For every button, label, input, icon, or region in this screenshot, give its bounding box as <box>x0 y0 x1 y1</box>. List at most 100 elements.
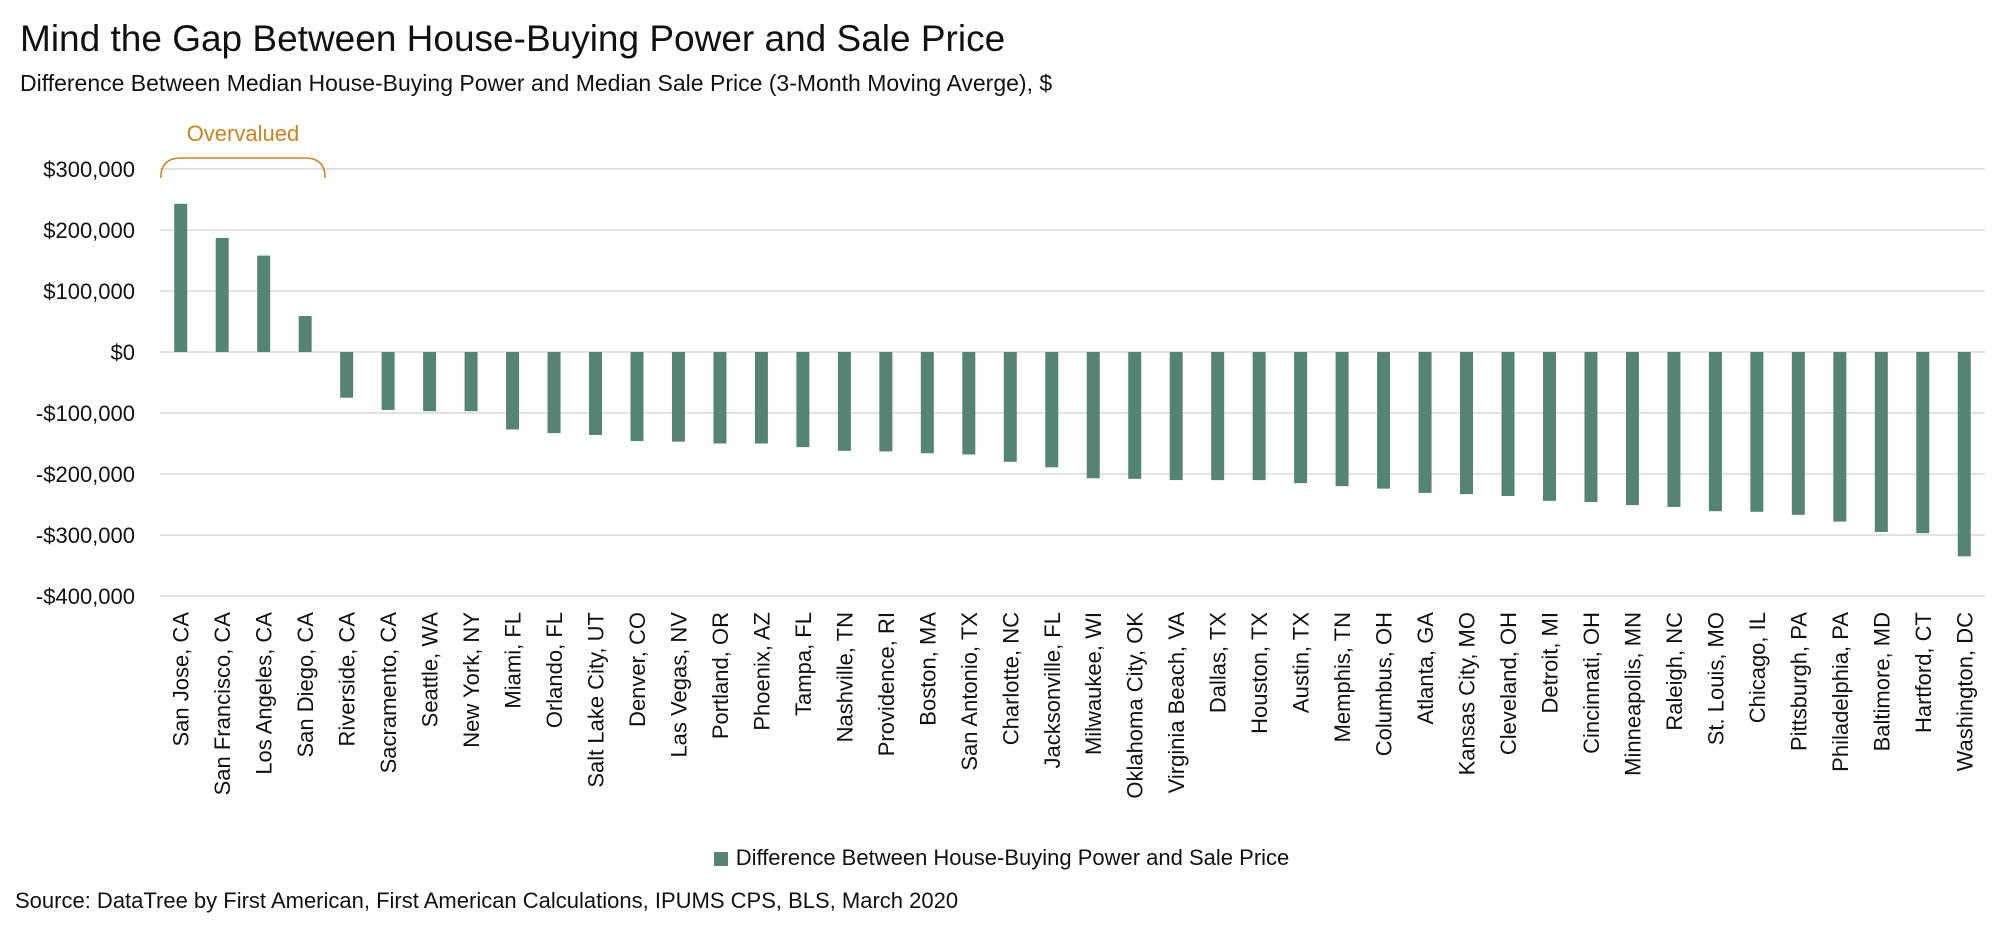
x-category-label: Minneapolis, MN <box>1620 612 1645 776</box>
x-category-label: Columbus, OH <box>1372 612 1397 756</box>
bar <box>1625 352 1639 506</box>
x-category-label: Salt Lake City, UT <box>584 612 609 788</box>
x-category-label: Baltimore, MD <box>1869 612 1894 751</box>
y-tick-label: -$200,000 <box>36 462 135 487</box>
bar <box>1294 352 1308 484</box>
bar <box>340 352 354 398</box>
bar <box>837 352 851 451</box>
bar <box>1501 352 1515 496</box>
bar <box>713 352 727 444</box>
x-category-label: Seattle, WA <box>418 612 443 728</box>
x-category-label: Kansas City, MO <box>1455 612 1480 775</box>
bar <box>1128 352 1142 479</box>
source-note: Source: DataTree by First American, Firs… <box>15 888 959 913</box>
bar <box>1916 352 1930 534</box>
bar <box>1335 352 1349 487</box>
x-category-label: Riverside, CA <box>335 612 360 747</box>
x-category-label: Charlotte, NC <box>998 612 1023 745</box>
x-category-label: San Antonio, TX <box>957 612 982 771</box>
x-category-label: Tampa, FL <box>791 612 816 716</box>
bar <box>796 352 810 448</box>
bar <box>754 352 768 444</box>
y-tick-label: $300,000 <box>43 157 135 182</box>
x-category-label: Philadelphia, PA <box>1828 612 1853 772</box>
x-category-label: Los Angeles, CA <box>252 612 277 775</box>
gridlines <box>160 168 1985 597</box>
bar <box>1957 352 1971 557</box>
bars <box>174 203 1971 557</box>
x-category-label: Oklahoma City, OK <box>1123 612 1148 799</box>
bar <box>1418 352 1432 493</box>
overvalued-bracket <box>159 157 326 179</box>
bar <box>962 352 976 455</box>
y-tick-label: -$400,000 <box>36 584 135 609</box>
bar <box>1003 352 1017 462</box>
x-category-label: Washington, DC <box>1952 612 1977 771</box>
legend-swatch <box>713 852 728 866</box>
bar <box>630 352 644 442</box>
bar <box>1377 352 1391 489</box>
chart-title: Mind the Gap Between House-Buying Power … <box>20 18 1006 59</box>
x-category-label: Virginia Beach, VA <box>1164 612 1189 794</box>
y-tick-label: $100,000 <box>43 279 135 304</box>
bar <box>1667 352 1681 507</box>
x-category-label: Pittsburgh, PA <box>1786 612 1811 751</box>
x-category-label: Sacramento, CA <box>376 612 401 774</box>
bar <box>298 316 312 352</box>
bar <box>1833 352 1847 522</box>
x-category-label: New York, NY <box>459 612 484 748</box>
chart-subtitle: Difference Between Median House-Buying P… <box>20 70 1053 96</box>
bar <box>1708 352 1722 512</box>
x-category-label: Houston, TX <box>1247 612 1272 734</box>
x-category-label: Providence, RI <box>874 612 899 756</box>
x-category-label: Jacksonville, FL <box>1040 612 1065 769</box>
bar <box>423 352 437 412</box>
x-category-label: Cleveland, OH <box>1496 612 1521 755</box>
y-tick-label: $0 <box>111 340 135 365</box>
x-category-label: Chicago, IL <box>1745 612 1770 723</box>
x-category-label: Boston, MA <box>915 612 940 726</box>
x-category-label: San Jose, CA <box>169 612 194 747</box>
x-category-label: San Diego, CA <box>293 612 318 758</box>
x-category-label: Raleigh, NC <box>1662 612 1687 731</box>
bar <box>506 352 520 430</box>
bar <box>920 352 934 454</box>
bar <box>547 352 561 434</box>
bar <box>1045 352 1059 468</box>
bar <box>1086 352 1100 479</box>
y-tick-label: -$100,000 <box>36 401 135 426</box>
bar <box>1584 352 1598 503</box>
bar <box>589 352 603 435</box>
x-category-label: Hartford, CT <box>1911 612 1936 733</box>
x-category-label: Nashville, TN <box>832 612 857 742</box>
y-tick-label: -$300,000 <box>36 523 135 548</box>
bar <box>381 352 395 410</box>
bar <box>671 352 685 442</box>
x-category-label: Denver, CO <box>625 612 650 727</box>
x-category-label: Austin, TX <box>1289 612 1314 713</box>
bar <box>1211 352 1225 481</box>
x-category-label: Miami, FL <box>501 612 526 709</box>
bar <box>1252 352 1266 481</box>
bar <box>1791 352 1805 515</box>
x-category-label: Cincinnati, OH <box>1579 612 1604 754</box>
x-category-label: Orlando, FL <box>542 612 567 728</box>
bar <box>215 237 229 352</box>
x-category-label: Detroit, MI <box>1537 612 1562 713</box>
x-category-label: Atlanta, GA <box>1413 612 1438 725</box>
overvalued-annotation: Overvalued <box>159 121 326 179</box>
x-category-label: Las Vegas, NV <box>666 612 691 758</box>
bar <box>1169 352 1183 481</box>
bar <box>879 352 893 452</box>
overvalued-label: Overvalued <box>187 121 300 146</box>
y-axis-tick-labels: $300,000 $200,000 $100,000 $0 -$100,000 -$200… <box>36 157 135 609</box>
legend: Difference Between House-Buying Power an… <box>0 845 2003 871</box>
x-category-label: Milwaukee, WI <box>1081 612 1106 755</box>
x-category-label: Portland, OR <box>708 612 733 739</box>
bar <box>257 255 271 352</box>
x-category-label: Dallas, TX <box>1206 612 1231 713</box>
bar <box>464 352 478 412</box>
x-category-label: San Francisco, CA <box>210 612 235 796</box>
x-category-label: Memphis, TN <box>1330 612 1355 742</box>
